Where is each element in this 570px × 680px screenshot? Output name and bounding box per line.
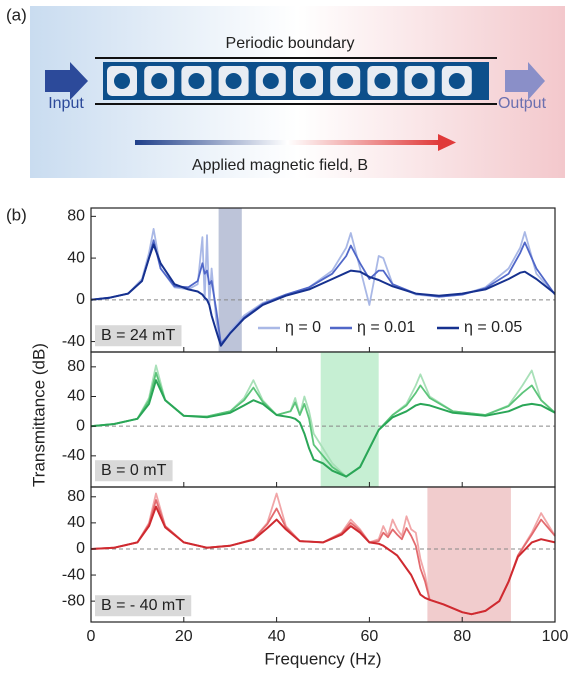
y-tick-label: 0 bbox=[76, 540, 85, 557]
legend-label: η = 0 bbox=[285, 319, 321, 336]
annotation-box bbox=[95, 325, 182, 347]
legend-label: η = 0.01 bbox=[357, 319, 415, 336]
y-tick-label: 40 bbox=[67, 514, 85, 531]
annotation: B = 24 mT bbox=[101, 327, 175, 344]
panel-label: (b) bbox=[6, 205, 27, 224]
x-tick-label: 40 bbox=[268, 628, 286, 645]
unit-cells bbox=[107, 66, 472, 96]
annotation-box bbox=[95, 460, 173, 482]
y-tick-label: 80 bbox=[67, 488, 85, 505]
x-tick-label: 100 bbox=[542, 628, 569, 645]
cell-core bbox=[225, 73, 242, 89]
output-label: Output bbox=[498, 95, 547, 112]
stop-band bbox=[218, 208, 242, 352]
field-arrow-head bbox=[438, 134, 456, 151]
field-arrow bbox=[135, 140, 440, 145]
legend-label: η = 0.05 bbox=[464, 319, 522, 336]
stop-band bbox=[320, 352, 379, 487]
y-axis-label: Transmittance (dB) bbox=[29, 343, 48, 487]
stop-band bbox=[427, 487, 511, 622]
y-tick-label: -40 bbox=[62, 566, 85, 583]
y-tick-label: 0 bbox=[76, 291, 85, 308]
cell-core bbox=[262, 73, 279, 89]
panel-label: (a) bbox=[6, 5, 27, 24]
x-axis-label: Frequency (Hz) bbox=[264, 649, 381, 668]
x-tick-label: 60 bbox=[361, 628, 379, 645]
annotation: B = - 40 mT bbox=[101, 597, 185, 614]
plot-frame bbox=[90, 486, 556, 623]
x-tick-label: 80 bbox=[453, 628, 471, 645]
input-label: Input bbox=[48, 95, 84, 112]
y-tick-label: 80 bbox=[67, 208, 85, 225]
series-line bbox=[90, 379, 556, 478]
input-arrow bbox=[45, 62, 88, 100]
y-tick-label: -40 bbox=[62, 447, 85, 464]
cell-core bbox=[188, 73, 205, 89]
output-arrow bbox=[505, 62, 545, 100]
cell-core bbox=[374, 73, 391, 89]
boundary-label: Periodic boundary bbox=[226, 35, 355, 52]
annotation: B = 0 mT bbox=[101, 462, 167, 479]
series-line bbox=[90, 243, 556, 347]
y-tick-label: 80 bbox=[67, 358, 85, 375]
annotation-box bbox=[95, 595, 192, 617]
y-tick-label: -40 bbox=[62, 333, 85, 350]
x-tick-label: 0 bbox=[87, 628, 96, 645]
cell-core bbox=[411, 73, 428, 89]
x-tick-label: 20 bbox=[175, 628, 193, 645]
y-tick-label: -80 bbox=[62, 592, 85, 609]
cell-core bbox=[337, 73, 354, 89]
y-tick-label: 0 bbox=[76, 417, 85, 434]
cell-core bbox=[300, 73, 316, 89]
y-tick-label: 40 bbox=[67, 388, 85, 405]
field-label: Applied magnetic field, B bbox=[192, 157, 368, 174]
series-line bbox=[90, 505, 556, 616]
cell-core bbox=[151, 73, 168, 89]
y-tick-label: 40 bbox=[67, 249, 85, 266]
cell-core bbox=[448, 73, 465, 89]
cell-core bbox=[114, 73, 130, 89]
